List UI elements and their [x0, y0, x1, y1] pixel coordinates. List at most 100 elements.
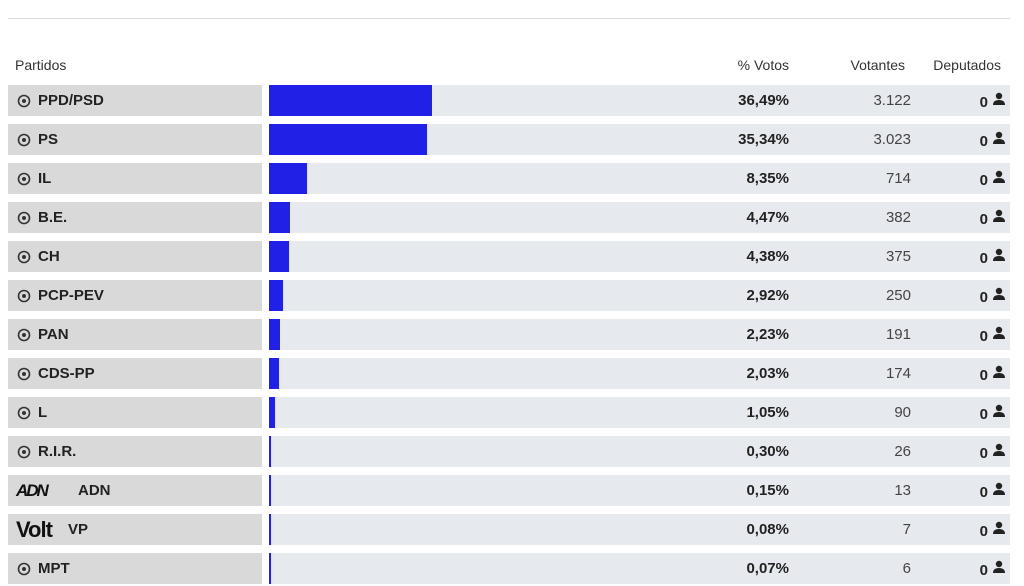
party-icon [16, 132, 32, 153]
result-row: R.I.R. 0,30% 26 0 [8, 436, 1010, 467]
party-logo: Volt [16, 514, 52, 545]
vote-percent: 1,05% [746, 397, 789, 428]
party-name: ADN [78, 475, 111, 506]
seat-count: 0 [980, 87, 988, 118]
column-header: Partidos [15, 56, 66, 74]
seat-count: 0 [980, 243, 988, 274]
party-name: R.I.R. [38, 436, 76, 467]
voter-count: 191 [886, 319, 911, 350]
seat-icon [992, 287, 1006, 306]
bar-track [269, 553, 1010, 584]
result-row: Volt VP 0,08% 7 0 [8, 514, 1010, 545]
seat-icon [992, 365, 1006, 384]
seat-count: 0 [980, 477, 988, 508]
vote-percent: 0,30% [746, 436, 789, 467]
vote-percent: 0,07% [746, 553, 789, 584]
vote-bar [269, 397, 274, 428]
voter-count: 375 [886, 241, 911, 272]
seat-icon [992, 560, 1006, 579]
seat-count: 0 [980, 165, 988, 196]
party-name: VP [68, 514, 88, 545]
vote-percent: 2,23% [746, 319, 789, 350]
divider [8, 18, 1010, 19]
voter-count: 3.023 [873, 124, 911, 155]
column-header: Deputados [933, 56, 1001, 74]
vote-bar [269, 280, 282, 311]
vote-percent: 4,38% [746, 241, 789, 272]
column-header: Votantes [851, 56, 906, 74]
seat-count: 0 [980, 126, 988, 157]
result-row: PAN 2,23% 191 0 [8, 319, 1010, 350]
seat-count: 0 [980, 555, 988, 586]
party-name: PS [38, 124, 58, 155]
seat-icon [992, 131, 1006, 150]
vote-percent: 2,92% [746, 280, 789, 311]
voter-count: 6 [903, 553, 911, 584]
seat-icon [992, 443, 1006, 462]
vote-percent: 8,35% [746, 163, 789, 194]
party-icon [16, 444, 32, 465]
seat-count: 0 [980, 321, 988, 352]
result-row: PS 35,34% 3.023 0 [8, 124, 1010, 155]
party-icon [16, 249, 32, 270]
result-row: PPD/PSD 36,49% 3.122 0 [8, 85, 1010, 116]
voter-count: 3.122 [873, 85, 911, 116]
seat-icon [992, 326, 1006, 345]
seat-icon [992, 404, 1006, 423]
seat-icon [992, 170, 1006, 189]
vote-percent: 0,08% [746, 514, 789, 545]
seat-icon [992, 482, 1006, 501]
voter-count: 250 [886, 280, 911, 311]
voter-count: 13 [894, 475, 911, 506]
party-name: CDS-PP [38, 358, 95, 389]
seat-count: 0 [980, 282, 988, 313]
bar-track [269, 514, 1010, 545]
seat-count: 0 [980, 438, 988, 469]
vote-bar [269, 319, 279, 350]
seat-count: 0 [980, 360, 988, 391]
party-icon [16, 561, 32, 582]
party-name: PAN [38, 319, 69, 350]
vote-bar [269, 85, 431, 116]
seat-icon [992, 521, 1006, 540]
vote-bar [269, 436, 270, 467]
seat-count: 0 [980, 399, 988, 430]
result-row: CH 4,38% 375 0 [8, 241, 1010, 272]
party-icon [16, 210, 32, 231]
party-icon [16, 171, 32, 192]
party-icon [16, 327, 32, 348]
seat-icon [992, 209, 1006, 228]
party-name: B.E. [38, 202, 67, 233]
party-name: CH [38, 241, 60, 272]
vote-bar [269, 202, 289, 233]
result-row: L 1,05% 90 0 [8, 397, 1010, 428]
seat-count: 0 [980, 204, 988, 235]
vote-percent: 35,34% [738, 124, 789, 155]
party-icon [16, 288, 32, 309]
voter-count: 714 [886, 163, 911, 194]
vote-percent: 0,15% [746, 475, 789, 506]
vote-bar [269, 124, 426, 155]
party-icon [16, 366, 32, 387]
vote-bar [269, 163, 306, 194]
party-name: L [38, 397, 47, 428]
result-row: IL 8,35% 714 0 [8, 163, 1010, 194]
party-name: MPT [38, 553, 70, 584]
vote-bar [269, 241, 288, 272]
party-name: IL [38, 163, 51, 194]
seat-icon [992, 248, 1006, 267]
voter-count: 26 [894, 436, 911, 467]
party-icon [16, 93, 32, 114]
voter-count: 7 [903, 514, 911, 545]
seat-count: 0 [980, 516, 988, 547]
voter-count: 174 [886, 358, 911, 389]
party-icon [16, 405, 32, 426]
party-name: PPD/PSD [38, 85, 104, 116]
vote-percent: 36,49% [738, 85, 789, 116]
result-row: MPT 0,07% 6 0 [8, 553, 1010, 584]
voter-count: 90 [894, 397, 911, 428]
